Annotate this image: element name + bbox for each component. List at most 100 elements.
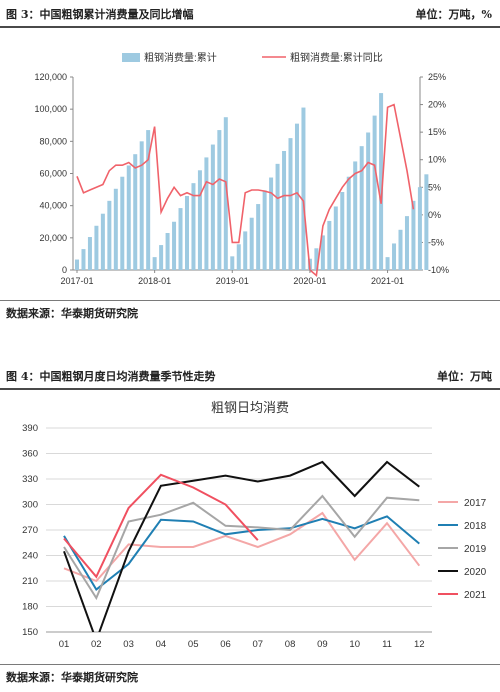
- figure4-top-rule: [0, 388, 500, 390]
- cumulative-bar: [139, 141, 144, 270]
- x-tick-label: 05: [188, 639, 199, 650]
- cumulative-bar: [165, 233, 170, 270]
- y-tick-label: 330: [22, 474, 38, 485]
- cumulative-bar: [327, 220, 332, 270]
- legend-label-2017: 2017: [464, 498, 487, 509]
- cumulative-bar: [81, 249, 86, 270]
- cumulative-bar: [333, 206, 338, 270]
- right-tick-label: 20%: [428, 100, 446, 110]
- cumulative-bar: [385, 257, 390, 270]
- x-tick-label: 09: [317, 639, 328, 650]
- left-tick-label: 20,000: [39, 233, 67, 243]
- legend-label-2021: 2021: [464, 590, 487, 601]
- cumulative-bar: [113, 188, 118, 270]
- cumulative-bar: [133, 154, 138, 270]
- left-tick-label: 0: [62, 265, 67, 275]
- chart-title: 粗钢日均消费: [211, 400, 289, 415]
- figure4-unit: 单位：万吨: [437, 370, 492, 383]
- right-tick-label: 5%: [428, 182, 441, 192]
- x-tick-label: 10: [349, 639, 360, 650]
- cumulative-bar: [424, 174, 429, 270]
- cumulative-bar: [392, 243, 397, 270]
- cumulative-bar: [184, 196, 189, 270]
- figure4-header: 图 4：中国粗钢月度日均消费量季节性走势 单位：万吨: [0, 364, 500, 386]
- x-tick-label: 11: [382, 639, 392, 650]
- left-tick-label: 100,000: [34, 104, 67, 114]
- figure3-unit: 单位：万吨，%: [415, 8, 492, 21]
- cumulative-bar: [197, 170, 202, 270]
- cumulative-bar: [152, 257, 157, 270]
- y-tick-label: 210: [22, 576, 38, 587]
- x-tick-label: 03: [123, 639, 134, 650]
- cumulative-bar: [75, 259, 79, 270]
- figure3-bottom-rule: [0, 300, 500, 301]
- cumulative-bar: [172, 221, 177, 270]
- right-tick-label: 0%: [428, 210, 441, 220]
- cumulative-bar: [191, 183, 196, 270]
- cumulative-bar: [126, 165, 131, 270]
- x-tick-label: 07: [253, 639, 264, 650]
- right-tick-label: 10%: [428, 155, 446, 165]
- cumulative-bar: [372, 115, 377, 270]
- cumulative-bar: [94, 225, 99, 270]
- x-tick-label: 02: [91, 639, 102, 650]
- cumulative-bar: [236, 244, 241, 270]
- y-tick-label: 390: [22, 423, 38, 434]
- legend-label-2018: 2018: [464, 521, 487, 532]
- cumulative-bar: [282, 150, 287, 270]
- right-tick-label: 25%: [428, 72, 446, 82]
- cumulative-bar: [178, 208, 183, 270]
- cumulative-bar: [243, 231, 248, 270]
- cumulative-bar: [87, 237, 92, 270]
- legend-bar-swatch: [122, 53, 140, 62]
- y-tick-label: 240: [22, 551, 38, 562]
- cumulative-bar: [411, 200, 416, 270]
- figure4-bottom-rule: [0, 664, 500, 665]
- cumulative-bar: [379, 93, 384, 270]
- x-tick-label: 12: [414, 639, 425, 650]
- cumulative-consumption-chart: 0 20,000 40,000 60,000 80,000 100,000 120,000 -…: [34, 51, 449, 286]
- cumulative-bar: [120, 176, 125, 270]
- cumulative-bar: [269, 177, 274, 270]
- x-tick-label: 2017-01: [60, 276, 93, 286]
- x-tick-label: 2021-01: [371, 276, 404, 286]
- left-tick-label: 40,000: [39, 201, 67, 211]
- cumulative-bar: [107, 200, 112, 270]
- x-tick-label: 2020-01: [293, 276, 326, 286]
- series-line-2021: [63, 473, 259, 579]
- cumulative-bar: [346, 176, 351, 270]
- series-line-2019: [63, 494, 420, 601]
- cumulative-bar: [359, 146, 364, 270]
- x-tick-label: 2019-01: [216, 276, 249, 286]
- cumulative-bar: [204, 157, 209, 270]
- left-tick-label: 60,000: [39, 169, 67, 179]
- cumulative-bar: [230, 256, 235, 270]
- figure3-header: 图 3：中国粗钢累计消费量及同比增幅 单位：万吨，%: [0, 2, 500, 24]
- cumulative-bar: [340, 191, 345, 270]
- cumulative-bar: [275, 163, 280, 270]
- cumulative-bar: [398, 229, 403, 270]
- x-tick-label: 01: [59, 639, 70, 650]
- y-tick-label: 150: [22, 627, 38, 638]
- y-tick-label: 360: [22, 449, 38, 460]
- cumulative-bar: [100, 213, 105, 270]
- yoy-growth-line: [76, 103, 415, 278]
- daily-consumption-seasonal-chart: 粗钢日均消费 150 180 210 240 270 300 330 360 390 01 02 03 0…: [22, 400, 487, 650]
- cumulative-bar: [256, 204, 261, 270]
- figure4-title: 图 4：中国粗钢月度日均消费量季节性走势: [6, 370, 216, 383]
- legend-label-2020: 2020: [464, 567, 487, 578]
- cumulative-bar: [159, 245, 164, 270]
- x-tick-label: 04: [156, 639, 167, 650]
- y-tick-label: 270: [22, 525, 38, 536]
- y-tick-label: 300: [22, 500, 38, 511]
- right-tick-label: -5%: [428, 237, 444, 247]
- cumulative-bar: [217, 130, 222, 270]
- series-line-2017: [63, 511, 421, 583]
- legend-bar-label: 粗钢消费量:累计: [144, 51, 217, 64]
- figure3-title: 图 3：中国粗钢累计消费量及同比增幅: [6, 8, 194, 21]
- legend-label-2019: 2019: [464, 544, 487, 555]
- cumulative-bar: [301, 107, 306, 270]
- left-tick-label: 80,000: [39, 136, 67, 146]
- y-tick-label: 180: [22, 602, 38, 613]
- series-line-2020: [63, 460, 420, 632]
